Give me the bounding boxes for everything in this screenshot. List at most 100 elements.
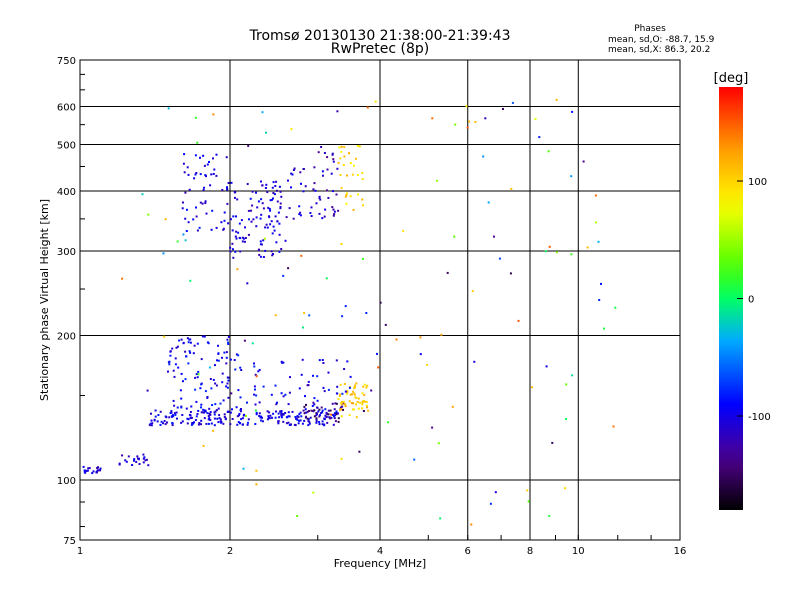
data-point (138, 463, 141, 465)
data-point (199, 156, 201, 159)
data-point (316, 399, 319, 402)
data-point (173, 404, 176, 407)
data-point (261, 202, 264, 205)
data-point (333, 417, 336, 420)
data-point (324, 408, 327, 411)
data-point (413, 458, 416, 461)
data-point (189, 351, 192, 354)
data-point (223, 413, 226, 416)
data-point (153, 419, 156, 422)
colorbar-label: [deg] (714, 71, 749, 86)
data-point (255, 191, 257, 194)
data-point (482, 155, 485, 158)
data-point (247, 421, 249, 424)
data-point (547, 150, 550, 153)
data-point (230, 392, 233, 395)
data-point (264, 226, 267, 229)
data-point (334, 420, 337, 423)
data-point (465, 105, 468, 108)
data-point (237, 421, 240, 424)
data-point (193, 344, 196, 347)
data-point (335, 412, 338, 414)
data-point (271, 416, 273, 419)
data-point (315, 412, 318, 415)
data-point (239, 396, 242, 399)
data-point (259, 240, 262, 243)
data-point (206, 163, 209, 166)
data-point (242, 467, 245, 470)
data-point (199, 201, 202, 204)
data-point (204, 390, 207, 393)
x-tick-label: 1 (77, 546, 83, 557)
data-point (331, 152, 334, 155)
data-point (348, 386, 351, 389)
data-point (474, 121, 477, 123)
data-point (303, 312, 306, 314)
data-point (259, 416, 262, 419)
data-point (284, 393, 287, 396)
data-point (279, 202, 282, 205)
data-point (227, 379, 230, 382)
data-point (176, 406, 179, 409)
data-point (97, 469, 99, 472)
data-point (305, 403, 307, 406)
data-point (242, 237, 245, 240)
data-point (325, 277, 328, 280)
data-point (198, 226, 201, 229)
data-point (201, 202, 204, 205)
data-point (527, 500, 530, 503)
data-point (253, 362, 255, 365)
data-point (87, 467, 90, 470)
data-point (243, 240, 246, 243)
data-point (548, 245, 551, 248)
data-point (308, 410, 310, 412)
data-point (302, 409, 305, 412)
data-point (298, 413, 301, 416)
data-point (361, 257, 364, 260)
data-point (318, 423, 321, 426)
data-point (255, 413, 258, 416)
data-point (349, 393, 352, 396)
data-point (176, 345, 179, 348)
data-point (235, 230, 238, 233)
data-point (213, 168, 216, 171)
x-tick-label: 10 (572, 546, 585, 557)
data-point (246, 423, 249, 426)
data-point (279, 206, 282, 208)
data-point (255, 469, 258, 472)
data-point (254, 373, 257, 376)
data-point (200, 423, 202, 426)
data-point (287, 179, 289, 182)
data-point (196, 413, 199, 415)
data-point (192, 218, 195, 221)
data-point (379, 301, 382, 304)
data-point (363, 400, 366, 403)
data-point (175, 411, 178, 414)
y-tick-label: 100 (57, 476, 76, 487)
data-point (291, 173, 294, 176)
data-point (340, 415, 343, 418)
data-point (227, 341, 229, 344)
data-point (131, 464, 134, 466)
data-point (290, 172, 293, 175)
data-point (264, 249, 267, 252)
data-point (603, 327, 606, 330)
data-point (244, 226, 246, 229)
data-point (261, 416, 263, 419)
data-point (195, 206, 197, 209)
data-point (196, 141, 199, 144)
data-point (124, 459, 127, 462)
data-point (277, 412, 280, 415)
data-point (426, 363, 429, 366)
data-point (358, 145, 361, 148)
data-point (316, 375, 319, 378)
data-point (190, 416, 193, 419)
data-point (280, 392, 283, 395)
data-point (359, 401, 361, 404)
data-point (303, 405, 306, 408)
data-point (273, 229, 276, 232)
data-point (299, 211, 302, 214)
data-point (331, 153, 334, 156)
data-point (355, 403, 357, 406)
data-point (319, 198, 322, 201)
